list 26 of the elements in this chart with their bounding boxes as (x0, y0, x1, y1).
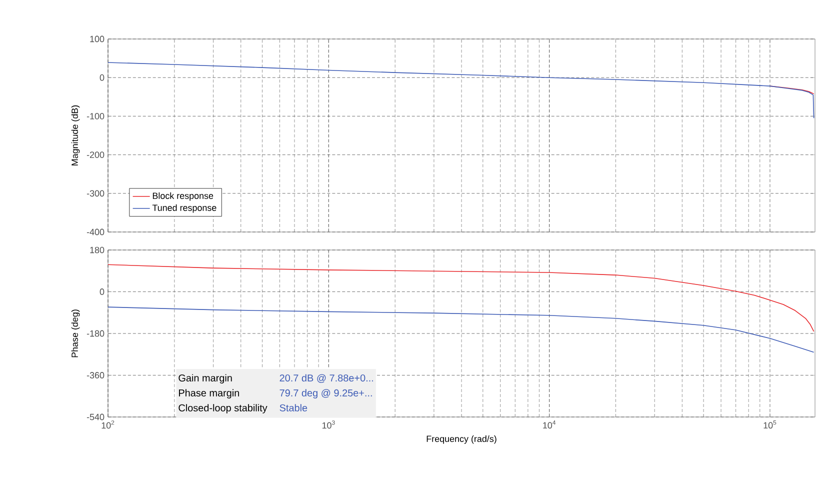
y-tick-label: 0 (100, 74, 104, 81)
x-tick-label: 10$^{5}$ (764, 420, 776, 429)
y-tick-label: 100 (90, 36, 104, 42)
y-axis-title: Phase (deg) (71, 310, 80, 358)
y-tick-label: 0 (100, 288, 104, 295)
x-tick-label: 10$^{4}$ (543, 420, 556, 429)
y-tick-label: -540 (86, 414, 104, 420)
annotation: Closed-loop stability (178, 404, 268, 414)
y-axis-title: Magnitude (dB) (71, 105, 80, 166)
legend-label: Tuned response (152, 204, 216, 213)
y-tick-label: 180 (90, 246, 104, 254)
x-axis-title: Frequency (rad/s) (426, 435, 496, 444)
y-tick-label: -360 (86, 372, 104, 378)
legend-label: Block response (152, 192, 214, 201)
y-tick-label: -300 (86, 190, 104, 197)
x-tick-label: 10$^{2}$ (102, 420, 114, 429)
y-tick-label: -100 (86, 113, 104, 120)
x-tick-label: 10$^{3}$ (322, 420, 335, 429)
y-tick-label: -180 (86, 330, 104, 337)
annotation: Gain margin (178, 374, 232, 384)
annotation: 79.7 deg @ 9.25e+... (280, 389, 372, 398)
annotation: Stable (280, 404, 308, 412)
annotation: 20.7 dB @ 7.88e+0... (280, 374, 373, 383)
y-tick-label: -200 (86, 152, 104, 158)
annotation: Phase margin (179, 389, 239, 398)
y-tick-label: -400 (86, 228, 104, 236)
